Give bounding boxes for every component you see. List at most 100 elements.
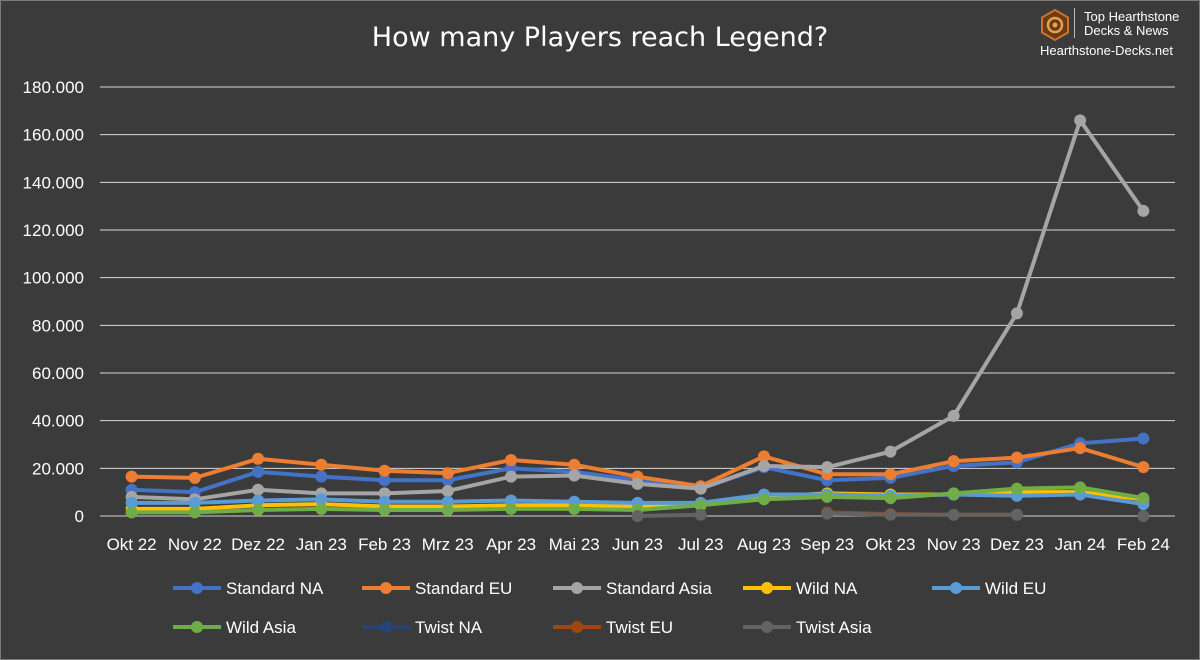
data-point bbox=[125, 496, 138, 509]
x-tick-label: Jan 24 bbox=[1055, 535, 1106, 554]
x-tick-label: Okt 23 bbox=[865, 535, 915, 554]
x-tick-label: Sep 23 bbox=[800, 535, 854, 554]
data-point bbox=[441, 504, 454, 517]
data-point bbox=[505, 502, 518, 515]
data-point bbox=[125, 470, 138, 483]
x-tick-label: Jan 23 bbox=[296, 535, 347, 554]
y-axis-tick-labels: 0 20.000 40.000 60.000 80.000 100.000 120.000 1… bbox=[23, 78, 84, 526]
data-point bbox=[884, 492, 897, 505]
series-standard-eu bbox=[125, 442, 1150, 493]
y-tick-label: 120.000 bbox=[23, 221, 84, 240]
legend-label: Standard Asia bbox=[606, 579, 712, 598]
legend-item: Standard Asia bbox=[553, 579, 712, 598]
logo-tagline-line2: Decks & News bbox=[1084, 23, 1169, 38]
data-point bbox=[441, 495, 454, 508]
y-tick-label: 140.000 bbox=[23, 173, 84, 192]
y-tick-label: 180.000 bbox=[23, 78, 84, 97]
y-tick-label: 100.000 bbox=[23, 269, 84, 288]
x-tick-label: Okt 22 bbox=[107, 535, 157, 554]
data-point bbox=[694, 508, 707, 521]
data-point bbox=[378, 474, 391, 487]
legend-swatch-marker bbox=[950, 582, 962, 594]
data-point bbox=[252, 465, 265, 478]
data-point bbox=[441, 467, 454, 480]
x-tick-label: Aug 23 bbox=[737, 535, 791, 554]
data-point bbox=[884, 468, 897, 481]
data-point bbox=[252, 452, 265, 465]
legend-item: Wild NA bbox=[743, 579, 858, 598]
y-tick-label: 20.000 bbox=[32, 459, 84, 478]
y-tick-label: 60.000 bbox=[32, 364, 84, 383]
data-point bbox=[188, 506, 201, 519]
series-standard-asia bbox=[125, 114, 1150, 506]
data-point bbox=[252, 483, 265, 496]
legend-swatch-marker bbox=[191, 582, 203, 594]
logo-tagline-line1: Top Hearthstone bbox=[1084, 9, 1180, 24]
legend-swatch-marker bbox=[761, 621, 773, 633]
logo-divider bbox=[1074, 8, 1075, 38]
data-point bbox=[568, 458, 581, 471]
data-point bbox=[568, 502, 581, 515]
data-point bbox=[378, 464, 391, 477]
x-tick-label: Jun 23 bbox=[612, 535, 663, 554]
logo-url: Hearthstone-Decks.net bbox=[1040, 43, 1173, 58]
legend-item: Twist EU bbox=[553, 618, 673, 637]
x-tick-label: Feb 24 bbox=[1117, 535, 1170, 554]
data-point bbox=[188, 471, 201, 484]
y-tick-label: 160.000 bbox=[23, 126, 84, 145]
x-tick-label: Nov 23 bbox=[927, 535, 981, 554]
data-point bbox=[1137, 461, 1150, 474]
data-point bbox=[378, 495, 391, 508]
data-point bbox=[1137, 432, 1150, 445]
x-tick-label: Feb 23 bbox=[358, 535, 411, 554]
data-point bbox=[125, 506, 138, 519]
legend-swatch-marker bbox=[380, 582, 392, 594]
data-point bbox=[947, 487, 960, 500]
data-point bbox=[568, 469, 581, 482]
data-point bbox=[441, 484, 454, 497]
chart-title: How many Players reach Legend? bbox=[371, 22, 829, 53]
data-point bbox=[821, 461, 834, 474]
data-point bbox=[884, 508, 897, 521]
x-tick-label: Mrz 23 bbox=[422, 535, 474, 554]
y-tick-label: 80.000 bbox=[32, 316, 84, 335]
legend-item: Twist NA bbox=[362, 618, 483, 637]
x-tick-label: Dez 22 bbox=[231, 535, 285, 554]
data-point bbox=[1010, 508, 1023, 521]
data-point bbox=[1010, 307, 1023, 320]
data-point bbox=[821, 507, 834, 520]
series-lines bbox=[125, 114, 1150, 522]
data-point bbox=[315, 502, 328, 515]
data-point bbox=[1074, 481, 1087, 494]
data-point bbox=[315, 458, 328, 471]
series-line bbox=[825, 511, 1019, 517]
legend-label: Twist Asia bbox=[796, 618, 872, 637]
data-point bbox=[505, 453, 518, 466]
legend-item: Twist Asia bbox=[743, 618, 872, 637]
legend-swatch-marker bbox=[761, 582, 773, 594]
data-point bbox=[378, 487, 391, 500]
legend: Standard NA Standard EU Standard Asia Wild … bbox=[173, 579, 1046, 637]
x-tick-label: Apr 23 bbox=[486, 535, 536, 554]
legend-label: Standard EU bbox=[415, 579, 512, 598]
data-point bbox=[505, 494, 518, 507]
data-point bbox=[378, 504, 391, 517]
y-tick-label: 40.000 bbox=[32, 412, 84, 431]
data-point bbox=[821, 490, 834, 503]
data-point bbox=[315, 470, 328, 483]
data-point bbox=[1010, 482, 1023, 495]
data-point bbox=[631, 477, 644, 490]
legend-item: Standard EU bbox=[362, 579, 512, 598]
data-point bbox=[252, 494, 265, 507]
x-tick-label: Nov 22 bbox=[168, 535, 222, 554]
data-point bbox=[757, 450, 770, 463]
data-point bbox=[757, 459, 770, 472]
x-tick-label: Jul 23 bbox=[678, 535, 723, 554]
data-point bbox=[694, 482, 707, 495]
legend-label: Wild Asia bbox=[226, 618, 296, 637]
legend-swatch-marker bbox=[571, 621, 583, 633]
data-point bbox=[1074, 442, 1087, 455]
legend-item: Wild EU bbox=[932, 579, 1046, 598]
